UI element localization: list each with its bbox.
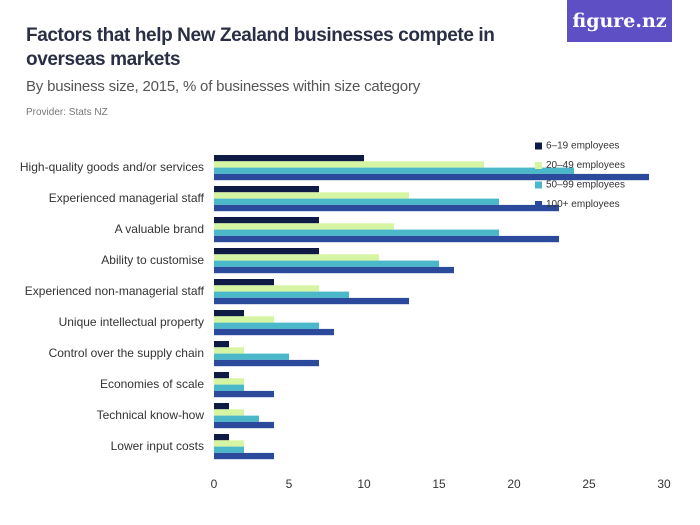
bar: [214, 359, 319, 367]
x-tick-label: 10: [357, 477, 371, 491]
y-tick-label: Unique intellectual property: [59, 315, 204, 329]
bar: [214, 310, 244, 317]
x-tick-label: 15: [432, 477, 446, 491]
bar: [214, 285, 319, 292]
bar: [214, 155, 364, 162]
logo[interactable]: figure.nz: [567, 0, 672, 42]
bar: [214, 421, 274, 429]
bar: [214, 254, 379, 261]
bar: [214, 440, 244, 447]
bar: [214, 161, 484, 168]
bar: [214, 415, 259, 422]
bar: [214, 186, 319, 193]
y-tick-label: Control over the supply chain: [49, 346, 204, 360]
legend-swatch: [535, 142, 542, 150]
bar: [214, 452, 274, 460]
legend-swatch: [535, 181, 542, 189]
bar: [214, 434, 229, 441]
chart-subtitle: By business size, 2015, % of businesses …: [26, 78, 421, 95]
y-tick-label: High-quality goods and/or services: [20, 160, 204, 174]
x-tick-label: 25: [582, 477, 596, 491]
bar: [214, 328, 334, 336]
bar: [214, 217, 319, 224]
bar: [214, 192, 409, 199]
bar: [214, 229, 499, 236]
bar: [214, 291, 349, 298]
bar: [214, 198, 499, 205]
x-tick-label: 30: [657, 477, 671, 491]
y-tick-label: Experienced non-managerial staff: [25, 284, 205, 298]
legend-swatch: [535, 162, 542, 169]
x-tick-label: 20: [507, 477, 521, 491]
legend-label: 6–19 employees: [546, 141, 619, 152]
legend-label: 50–99 employees: [546, 180, 625, 191]
provider: Provider: Stats NZ: [26, 107, 108, 118]
bar: [214, 403, 229, 410]
bar: [214, 167, 574, 174]
bar: [214, 235, 559, 243]
bar: [214, 266, 454, 274]
y-tick-label: Lower input costs: [111, 439, 204, 453]
y-tick-label: Experienced managerial staff: [49, 191, 205, 205]
bar: [214, 353, 289, 360]
legend-label: 100+ employees: [546, 199, 620, 210]
bar: [214, 316, 274, 323]
bar: [214, 446, 244, 453]
bar: [214, 223, 394, 230]
bar: [214, 409, 244, 416]
y-tick-label: Economies of scale: [100, 377, 204, 391]
bar: [214, 372, 229, 379]
bar: [214, 378, 244, 385]
bar: [214, 204, 559, 212]
x-tick-label: 0: [211, 477, 218, 491]
y-tick-label: Technical know-how: [97, 408, 205, 422]
legend-label: 20–49 employees: [546, 160, 625, 171]
y-tick-label: Ability to customise: [101, 253, 204, 267]
x-tick-label: 5: [286, 477, 293, 491]
legend-swatch: [535, 201, 542, 208]
bar: [214, 341, 229, 348]
bar: [214, 390, 274, 398]
y-tick-label: A valuable brand: [115, 222, 204, 236]
bar: [214, 173, 649, 181]
chart-title: Factors that help New Zealand businesses…: [26, 25, 495, 70]
bar: [214, 384, 244, 391]
bar: [214, 297, 409, 305]
bar: [214, 248, 319, 255]
bar: [214, 279, 274, 286]
bar: [214, 260, 439, 267]
bar: [214, 347, 244, 354]
bar: [214, 322, 319, 329]
